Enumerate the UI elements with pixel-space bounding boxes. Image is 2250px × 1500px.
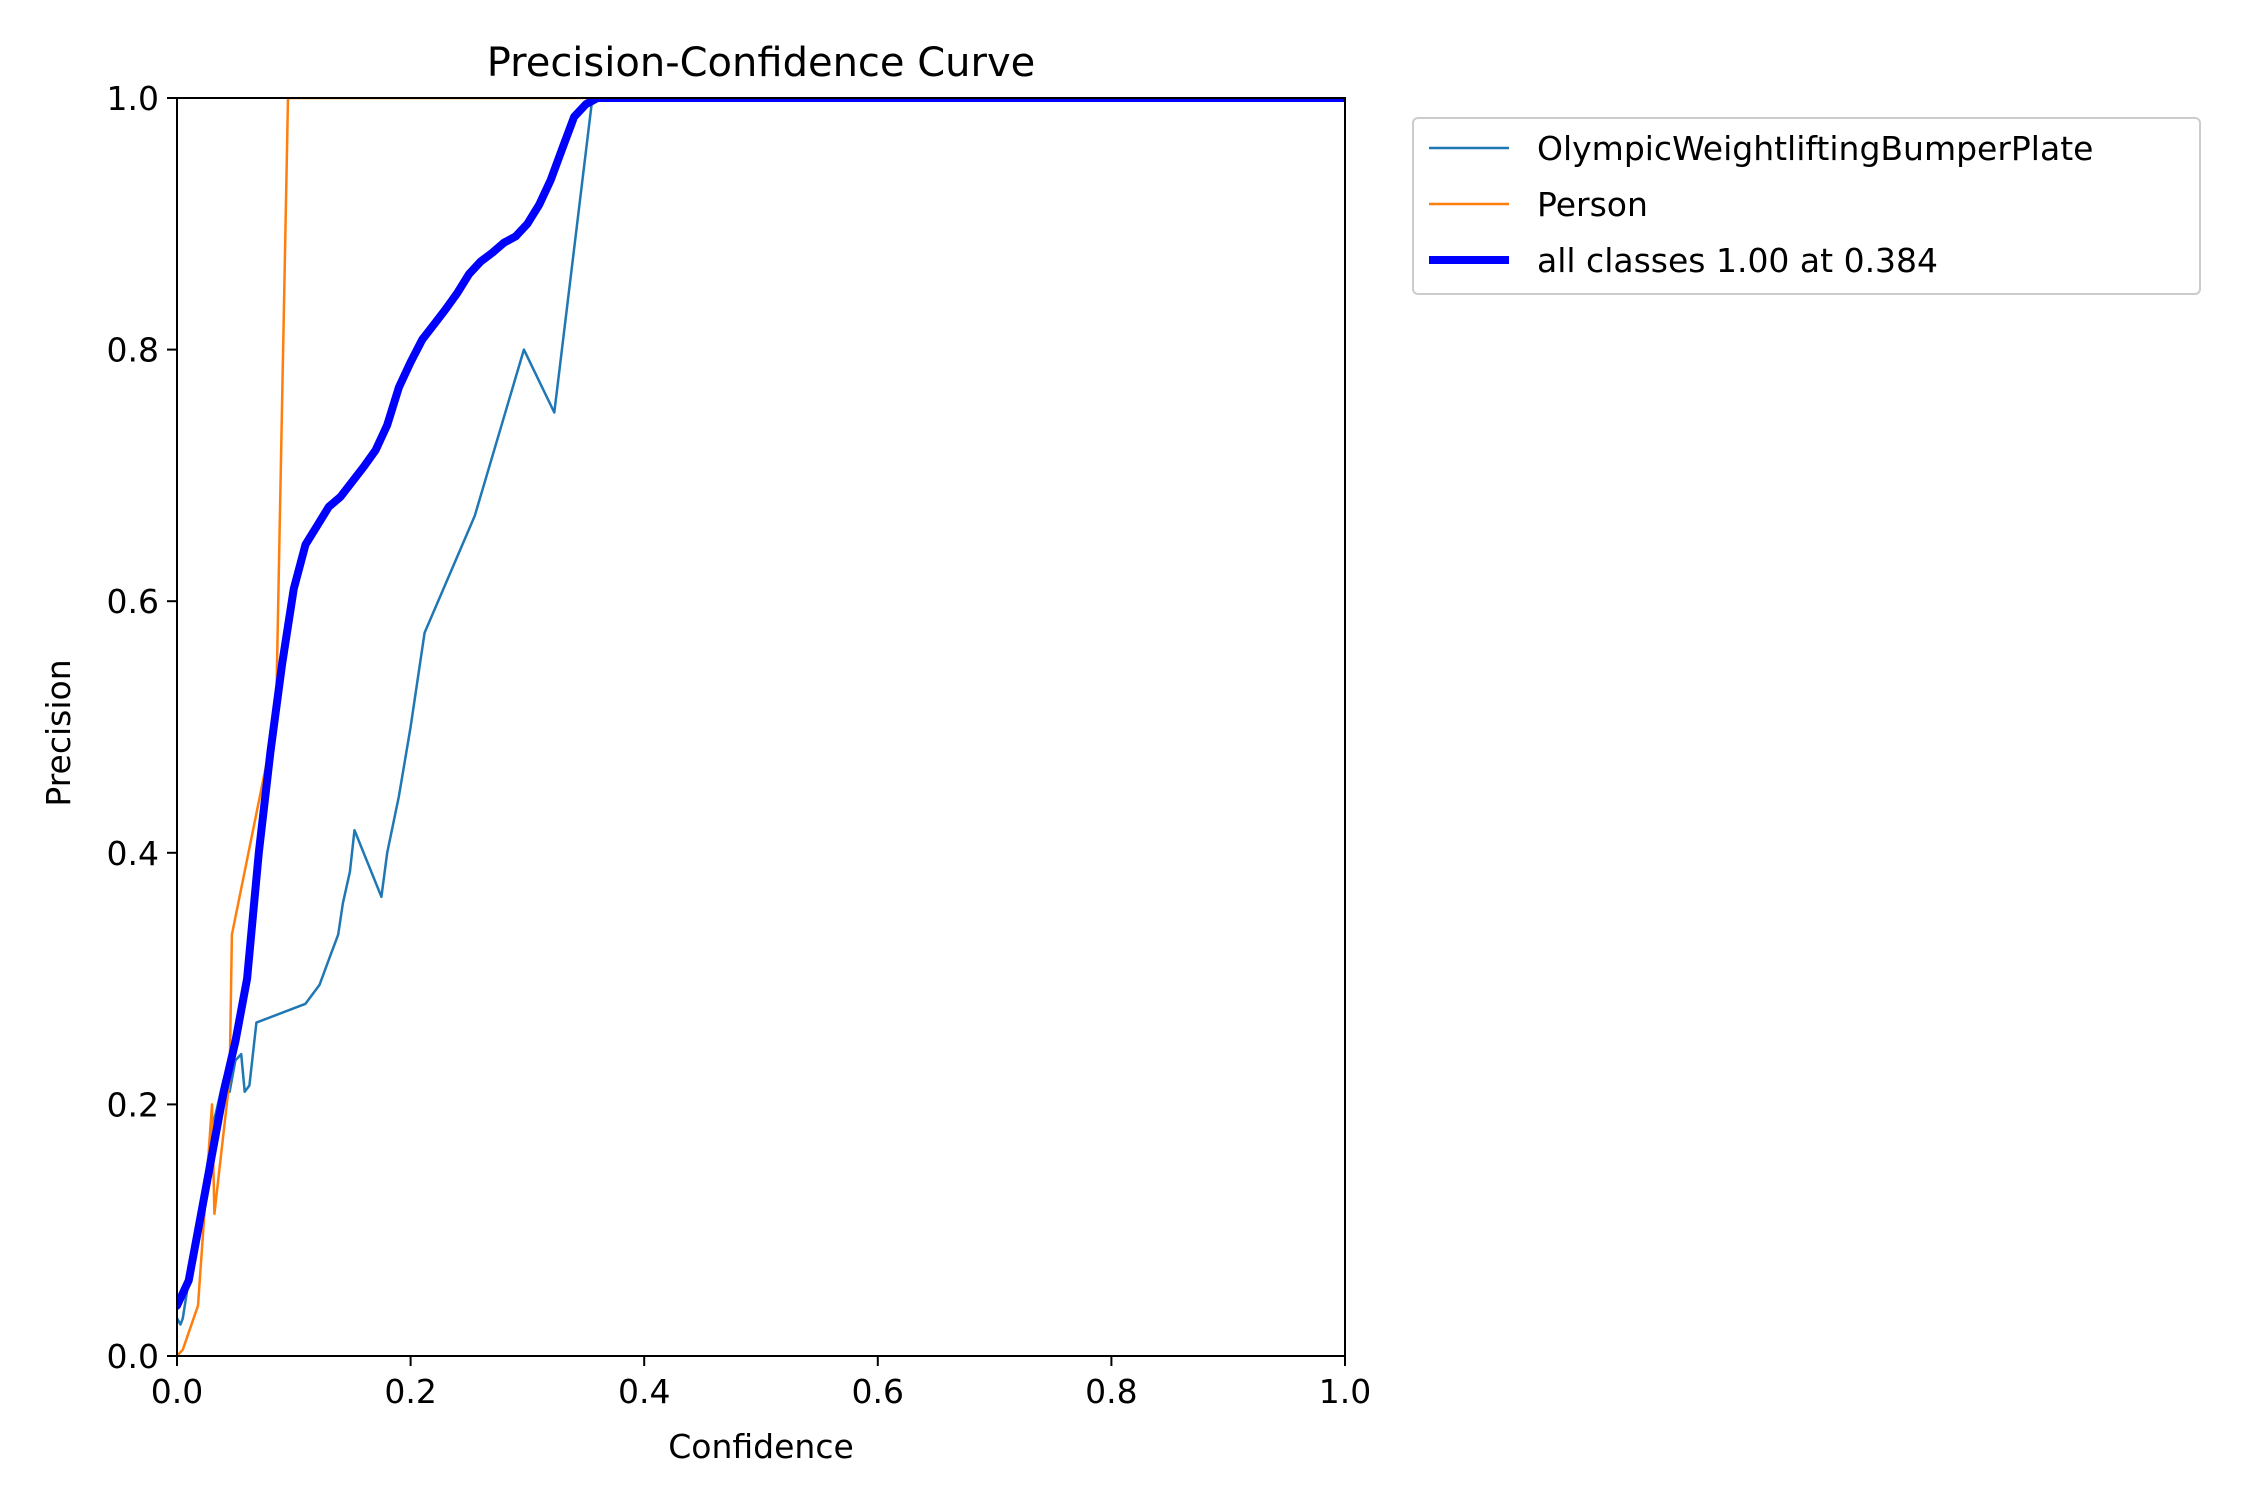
y-tick-label-3: 0.6	[107, 582, 159, 621]
chart-title: Precision-Confidence Curve	[487, 40, 1036, 86]
legend-label-0: OlympicWeightliftingBumperPlate	[1537, 129, 2093, 168]
axes-frame	[176, 97, 1346, 1357]
y-tick-label-2: 0.4	[107, 834, 159, 873]
y-tick-label-5: 1.0	[107, 79, 159, 118]
x-tick-label-0: 0.0	[151, 1372, 203, 1411]
axes: 0.0 0.2 0.4 0.6 0.8 1.0 0.0 0.2 0.4 0.6 0.8 1.0	[107, 79, 1372, 1411]
y-tick-label-0: 0.0	[107, 1337, 159, 1376]
x-axis-label: Confidence	[668, 1427, 854, 1466]
legend-label-2: all classes 1.00 at 0.384	[1537, 241, 1938, 280]
x-tick-label-5: 1.0	[1319, 1372, 1371, 1411]
series-line-0	[177, 98, 1345, 1326]
plot-area	[177, 98, 1345, 1356]
legend-box	[1412, 117, 2201, 295]
y-tick-label-4: 0.8	[107, 331, 159, 370]
x-tick-label-4: 0.8	[1085, 1372, 1137, 1411]
legend-label-1: Person	[1537, 185, 1648, 224]
x-tick-label-1: 0.2	[384, 1372, 436, 1411]
series-line-1	[177, 98, 1345, 1356]
y-tick-label-1: 0.2	[107, 1085, 159, 1124]
x-tick-label-2: 0.4	[618, 1372, 670, 1411]
x-tick-label-3: 0.6	[852, 1372, 904, 1411]
y-axis-label: Precision	[39, 659, 78, 806]
legend: OlympicWeightliftingBumperPlate Person all…	[1412, 117, 2201, 295]
series-line-2	[177, 98, 1345, 1310]
